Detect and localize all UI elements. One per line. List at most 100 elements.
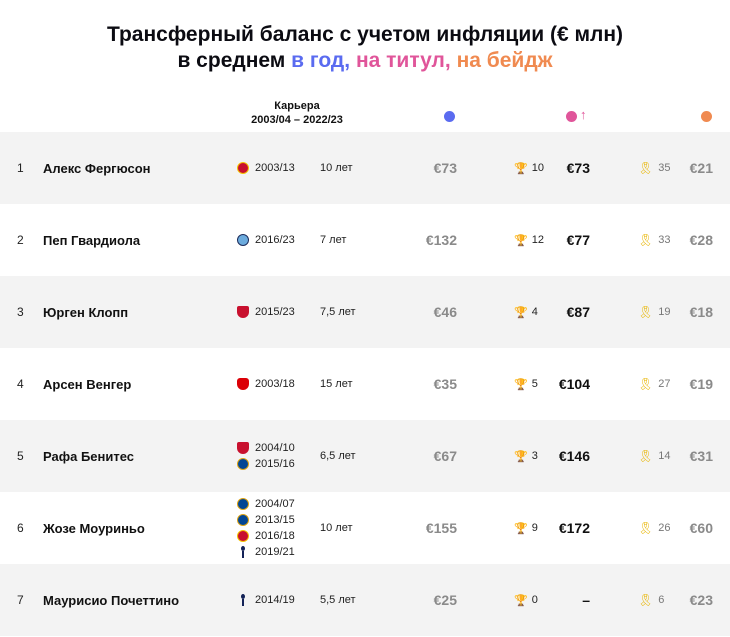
badges-count: 🎗 19 — [638, 276, 670, 348]
club-list: 2015/23 — [237, 276, 317, 348]
per-year-value: €25 — [433, 592, 457, 608]
table-row: 2 Пеп Гвардиола 2016/23 7 лет €132 🏆 12 €77 🎗 33 €… — [0, 204, 730, 276]
per-badge-value: €31 — [689, 448, 713, 464]
title-prefix: в среднем — [177, 49, 292, 72]
club-years: 2003/18 — [255, 378, 295, 390]
titles-value: 0 — [531, 594, 538, 606]
badges-value: 26 — [658, 522, 671, 534]
per-year-value: €46 — [433, 304, 457, 320]
club-entry: 2004/10 — [237, 440, 295, 456]
badges-count: 🎗 33 — [638, 204, 670, 276]
title-line-2: в среднем в год, на титул, на бейдж — [0, 48, 730, 74]
per-title-value: €73 — [566, 160, 590, 176]
club-entry: 2016/18 — [237, 528, 295, 544]
tenure: 7,5 лет — [320, 306, 356, 318]
badges-value: 14 — [658, 450, 671, 462]
club-list: 2003/13 — [237, 132, 317, 204]
trophy-icon: 🏆 — [514, 162, 528, 175]
titles-value: 10 — [531, 162, 544, 174]
club-crest-icon — [237, 530, 249, 542]
tenure: 10 лет — [320, 162, 353, 174]
row-number: 5 — [17, 449, 24, 463]
table-row: 7 Маурисио Почеттино 2014/19 5,5 лет €25 🏆 0 – 🎗… — [0, 564, 730, 636]
per-year-value: €132 — [425, 232, 457, 248]
trophy-icon: 🏆 — [514, 234, 528, 247]
ribbon-icon: 🎗 — [638, 449, 654, 463]
tenure: 6,5 лет — [320, 450, 356, 462]
per-badge-value: €23 — [689, 592, 713, 608]
badges-value: 27 — [658, 378, 671, 390]
trophy-icon: 🏆 — [514, 306, 528, 319]
ribbon-icon: 🎗 — [638, 521, 654, 535]
club-entry: 2015/23 — [237, 304, 295, 320]
trophy-icon: 🏆 — [514, 594, 528, 607]
per-badge-value: €18 — [689, 304, 713, 320]
coach-name: Юрген Клопп — [43, 304, 129, 320]
club-list: 2014/19 — [237, 564, 317, 636]
club-years: 2015/23 — [255, 306, 295, 318]
titles-value: 5 — [531, 378, 538, 390]
badges-value: 6 — [658, 594, 665, 606]
club-crest-icon — [237, 458, 249, 470]
club-years: 2016/23 — [255, 234, 295, 246]
tenure: 10 лет — [320, 522, 353, 534]
titles-count: 🏆 5 — [514, 348, 538, 420]
badges-count: 🎗 35 — [638, 132, 670, 204]
club-list: 2003/18 — [237, 348, 317, 420]
row-number: 7 — [17, 593, 24, 607]
titles-value: 4 — [531, 306, 538, 318]
per-year-dot-icon — [444, 111, 455, 122]
titles-count: 🏆 12 — [514, 204, 544, 276]
club-years: 2019/21 — [255, 546, 295, 558]
arrow-up-icon: ↑ — [580, 107, 587, 122]
per-year-value: €73 — [433, 160, 457, 176]
title-per-badge: на бейдж — [456, 49, 553, 72]
per-title-value: €104 — [558, 376, 590, 392]
coach-name: Рафа Бенитес — [43, 448, 135, 464]
club-crest-icon — [237, 306, 249, 318]
tenure: 15 лет — [320, 378, 353, 390]
club-years: 2003/13 — [255, 162, 295, 174]
club-crest-icon — [237, 162, 249, 174]
per-year-value: €155 — [425, 520, 457, 536]
club-entry: 2016/23 — [237, 232, 295, 248]
career-range: 2003/04 – 2022/23 — [251, 114, 343, 126]
table-row: 1 Алекс Фергюсон 2003/13 10 лет €73 🏆 10 €73 🎗 35… — [0, 132, 730, 204]
badges-count: 🎗 14 — [638, 420, 670, 492]
per-title-value: €172 — [558, 520, 590, 536]
trophy-icon: 🏆 — [514, 450, 528, 463]
club-list: 2004/10 2015/16 — [237, 420, 317, 492]
tenure: 5,5 лет — [320, 594, 356, 606]
ribbon-icon: 🎗 — [638, 593, 654, 607]
club-list: 2004/07 2013/15 2016/18 2019/21 — [237, 492, 317, 564]
club-entry: 2004/07 — [237, 496, 295, 512]
club-crest-icon — [237, 546, 249, 558]
table-row: 6 Жозе Моуриньо 2004/07 2013/15 2016/18 2019/… — [0, 492, 730, 564]
club-entry: 2019/21 — [237, 544, 295, 560]
table-row: 5 Рафа Бенитес 2004/10 2015/16 6,5 лет €67 🏆 3 €… — [0, 420, 730, 492]
titles-count: 🏆 4 — [514, 276, 538, 348]
club-years: 2015/16 — [255, 458, 295, 470]
per-badge-dot-icon — [701, 111, 712, 122]
per-year-value: €35 — [433, 376, 457, 392]
per-badge-value: €28 — [689, 232, 713, 248]
badges-count: 🎗 26 — [638, 492, 670, 564]
per-title-value: €146 — [558, 448, 590, 464]
per-year-value: €67 — [433, 448, 457, 464]
club-entry: 2003/13 — [237, 160, 295, 176]
coach-name: Алекс Фергюсон — [43, 160, 151, 176]
titles-count: 🏆 3 — [514, 420, 538, 492]
badges-count: 🎗 6 — [638, 564, 664, 636]
career-label: Карьера — [274, 100, 320, 112]
ribbon-icon: 🎗 — [638, 377, 654, 391]
titles-count: 🏆 10 — [514, 132, 544, 204]
club-crest-icon — [237, 594, 249, 606]
club-entry: 2015/16 — [237, 456, 295, 472]
club-crest-icon — [237, 442, 249, 454]
per-title-value: €77 — [566, 232, 590, 248]
title-line-1: Трансферный баланс с учетом инфляции (€ … — [106, 23, 624, 46]
per-title-value: €87 — [566, 304, 590, 320]
table-row: 4 Арсен Венгер 2003/18 15 лет €35 🏆 5 €104 🎗 27 €1… — [0, 348, 730, 420]
per-badge-value: €21 — [689, 160, 713, 176]
badges-count: 🎗 27 — [638, 348, 670, 420]
